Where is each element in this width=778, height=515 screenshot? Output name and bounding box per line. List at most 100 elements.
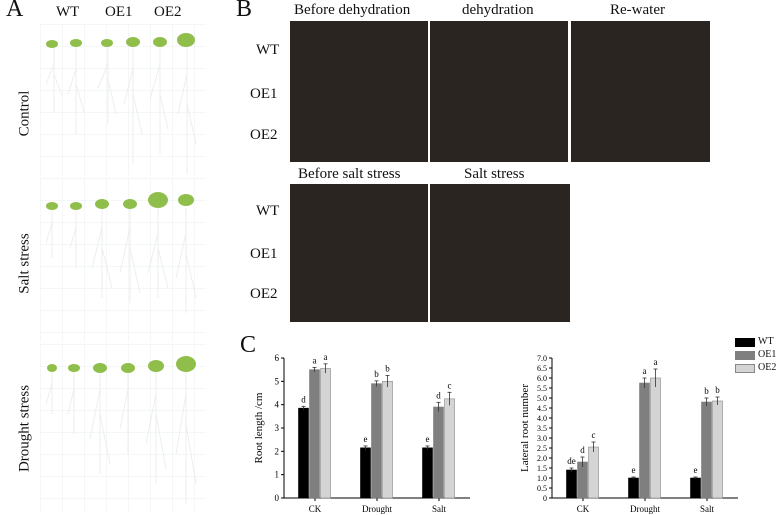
title-before-salt-stress: Before salt stress bbox=[298, 166, 401, 182]
legend-label-oe1: OE1 bbox=[758, 349, 777, 360]
significance-letter: e bbox=[632, 465, 636, 475]
y-tick-label: 4.5 bbox=[537, 404, 547, 413]
y-tick-label: 7.0 bbox=[537, 354, 547, 363]
y-tick-label: 0.5 bbox=[537, 484, 547, 493]
y-tick-label: 6.0 bbox=[537, 374, 547, 383]
legend-swatch-oe2 bbox=[735, 364, 755, 373]
bar-wt-drought bbox=[628, 477, 639, 499]
x-tick-label-ck: CK bbox=[577, 504, 590, 514]
legend-swatch-oe1 bbox=[735, 351, 755, 360]
chart-lateral-root-number: 00.51.01.52.02.53.03.54.04.55.05.56.06.5… bbox=[519, 354, 738, 514]
significance-letter: c bbox=[448, 380, 452, 390]
significance-letter: b bbox=[374, 369, 379, 379]
bar-oe1-ck bbox=[577, 461, 588, 499]
y-tick-label: 1 bbox=[275, 470, 280, 480]
genotype-label-oe1-bottom: OE1 bbox=[250, 246, 278, 262]
seedlings-control bbox=[45, 33, 197, 174]
legend-label-oe2: OE2 bbox=[758, 362, 777, 373]
x-tick-label-drought: Drought bbox=[362, 504, 392, 514]
bar-wt-ck bbox=[298, 407, 309, 499]
chart-root-length: 0 1 2 3 4 5 6 Root length /cm CK d a a Drought e bb Sal… bbox=[253, 352, 470, 514]
title-before-dehydration: Before dehydration bbox=[294, 2, 411, 18]
bar-oe2-drought bbox=[382, 381, 393, 499]
y-tick-label: 0 bbox=[543, 494, 547, 503]
significance-letter: b bbox=[715, 385, 720, 395]
y-tick-label: 5 bbox=[275, 376, 280, 386]
panel-b-letter: B bbox=[236, 0, 253, 22]
y-tick-label: 1.5 bbox=[537, 464, 547, 473]
y-tick-label: 0 bbox=[275, 493, 280, 503]
photo-salt-stress bbox=[430, 184, 570, 322]
y-tick-label: 4.0 bbox=[537, 414, 547, 423]
y-axis-label: Lateral root number bbox=[519, 384, 531, 472]
panel-a-col-wt: WT bbox=[56, 4, 80, 20]
title-re-water: Re-water bbox=[610, 2, 665, 18]
panel-a-control-plate-photo bbox=[40, 24, 206, 176]
x-tick-label-salt: Salt bbox=[700, 504, 715, 514]
legend-swatch-wt bbox=[735, 338, 755, 347]
y-tick-label: 6.5 bbox=[537, 364, 547, 373]
y-tick-label: 2 bbox=[275, 446, 280, 456]
significance-letter: e bbox=[426, 434, 430, 444]
y-tick-label: 1.0 bbox=[537, 474, 547, 483]
seedlings-salt bbox=[45, 192, 197, 313]
bar-oe1-ck bbox=[309, 369, 320, 499]
significance-letter: de bbox=[567, 456, 576, 466]
genotype-label-oe2-bottom: OE2 bbox=[250, 286, 278, 302]
bar-oe2-ck bbox=[588, 446, 599, 499]
genotype-label-oe1-top: OE1 bbox=[250, 86, 278, 102]
significance-letter: a bbox=[324, 352, 328, 362]
genotype-label-wt-bottom: WT bbox=[256, 203, 280, 219]
bar-wt-salt bbox=[422, 447, 433, 499]
bar-wt-ck bbox=[566, 469, 577, 499]
bar-oe1-salt bbox=[701, 401, 712, 499]
bar-oe2-drought bbox=[650, 377, 661, 499]
photo-before-salt-stress bbox=[290, 184, 428, 322]
photo-before-dehydration bbox=[290, 21, 428, 162]
panel-a-row-drought: Drought stress bbox=[16, 384, 33, 473]
bar-oe1-salt bbox=[433, 406, 444, 499]
x-tick-label-salt: Salt bbox=[432, 504, 447, 514]
photo-dehydration bbox=[430, 21, 568, 162]
significance-letter: e bbox=[694, 465, 698, 475]
legend-label-wt: WT bbox=[758, 336, 774, 347]
bar-oe2-salt bbox=[444, 398, 455, 499]
significance-letter: a bbox=[643, 366, 647, 376]
bar-wt-drought bbox=[360, 447, 371, 499]
y-tick-label: 6 bbox=[275, 353, 280, 363]
significance-letter: e bbox=[364, 434, 368, 444]
bar-oe2-salt bbox=[712, 400, 723, 499]
y-tick-label: 4 bbox=[275, 400, 280, 410]
y-tick-label: 3.0 bbox=[537, 434, 547, 443]
panel-a-drought-plate-photo bbox=[40, 344, 206, 512]
y-tick-label: 3.5 bbox=[537, 424, 547, 433]
legend: WT OE1 OE2 bbox=[735, 336, 778, 376]
panel-a-row-control: Control bbox=[16, 90, 33, 137]
bar-oe1-drought bbox=[371, 383, 382, 499]
bar-oe2-ck bbox=[320, 368, 331, 499]
y-tick-label: 2.5 bbox=[537, 444, 547, 453]
panel-a-salt-plate-photo bbox=[40, 178, 206, 342]
bar-wt-salt bbox=[690, 477, 701, 499]
x-tick-label-ck: CK bbox=[309, 504, 322, 514]
genotype-label-wt-top: WT bbox=[256, 42, 280, 58]
y-tick-label: 2.0 bbox=[537, 454, 547, 463]
y-axis-label: Root length /cm bbox=[253, 392, 265, 463]
significance-letter: d bbox=[436, 390, 441, 400]
panel-c-letter: C bbox=[240, 332, 257, 358]
significance-letter: b bbox=[385, 364, 390, 374]
title-dehydration: dehydration bbox=[462, 2, 534, 18]
photo-re-water bbox=[571, 21, 710, 162]
panel-a-col-oe2: OE2 bbox=[154, 4, 182, 20]
y-tick-label: 5.5 bbox=[537, 384, 547, 393]
significance-letter: d bbox=[580, 445, 585, 455]
significance-letter: c bbox=[592, 430, 596, 440]
title-salt-stress: Salt stress bbox=[464, 166, 525, 182]
significance-letter: d bbox=[301, 394, 306, 404]
significance-letter: a bbox=[313, 355, 317, 365]
significance-letter: b bbox=[704, 386, 709, 396]
genotype-label-oe2-top: OE2 bbox=[250, 127, 278, 143]
panel-a-letter: A bbox=[6, 0, 24, 22]
seedlings-drought bbox=[45, 356, 197, 504]
bar-oe1-drought bbox=[639, 382, 650, 499]
